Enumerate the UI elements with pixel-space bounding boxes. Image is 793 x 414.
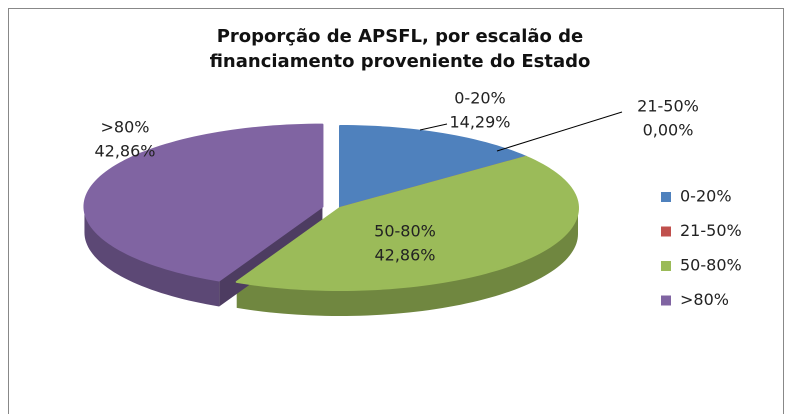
data-label-value: 14,29% <box>449 113 510 132</box>
data-label-value: 0,00% <box>643 121 694 140</box>
slice <box>83 123 324 282</box>
legend-label: 50-80% <box>680 256 742 275</box>
legend-swatch <box>661 226 671 237</box>
slice <box>235 155 579 291</box>
legend-label: >80% <box>680 290 729 309</box>
legend-swatch <box>661 261 671 271</box>
legend-label: 21-50% <box>680 221 742 240</box>
leader-line <box>496 111 623 152</box>
chart-title: Proporção de APSFL, por escalão de finan… <box>209 26 591 72</box>
data-label-value: 42,86% <box>374 246 435 265</box>
chart-border <box>8 8 784 414</box>
data-label-category: >80% <box>101 118 150 137</box>
data-label-category: 0-20% <box>454 89 506 108</box>
data-label-category: 21-50% <box>637 97 699 116</box>
data-label-category: 50-80% <box>374 222 436 241</box>
legend-swatch <box>661 295 671 306</box>
slice-side <box>84 206 220 307</box>
legend-swatch <box>661 192 671 202</box>
leader-line <box>419 123 448 131</box>
slice <box>339 125 528 209</box>
legend-label: 0-20% <box>680 187 732 206</box>
slice-side <box>236 208 578 316</box>
data-label-value: 42,86% <box>94 142 155 161</box>
